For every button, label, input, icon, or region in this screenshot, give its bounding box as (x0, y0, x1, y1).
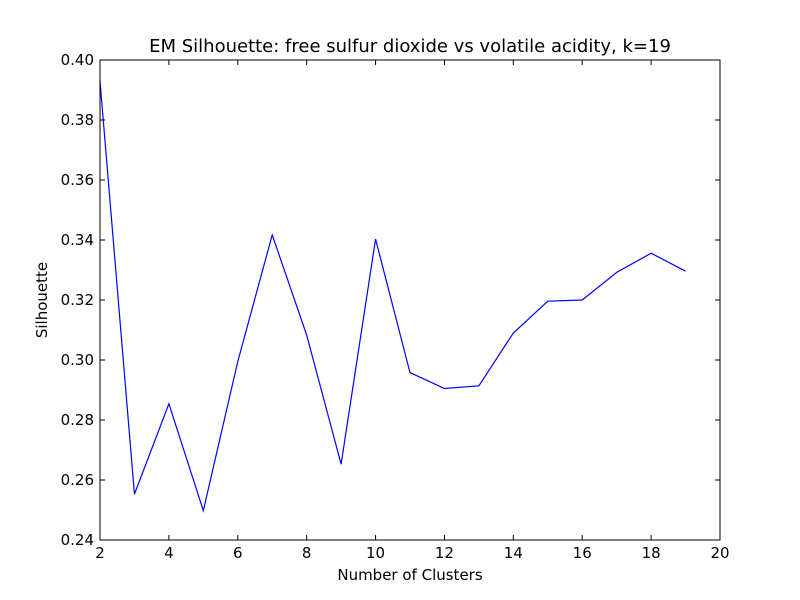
x-tick-label: 12 (435, 544, 454, 562)
y-tick-label: 0.24 (61, 531, 94, 549)
y-axis-label: Silhouette (33, 262, 51, 338)
plot-area (99, 80, 686, 513)
y-axis: 0.24 0.26 0.28 0.30 0.32 0.34 0.36 0.38 0.40 (61, 51, 720, 549)
x-tick-label: 20 (710, 544, 729, 562)
x-tick-label: 16 (573, 544, 592, 562)
y-tick-label: 0.30 (61, 351, 94, 369)
y-tick-label: 0.38 (61, 111, 94, 129)
x-axis-label: Number of Clusters (337, 566, 482, 584)
series-line (99, 80, 686, 513)
x-tick-label: 2 (95, 544, 105, 562)
y-tick-label: 0.40 (61, 51, 94, 69)
x-axis: 2 4 6 8 10 12 14 16 18 20 (95, 60, 730, 562)
y-tick-label: 0.34 (61, 231, 94, 249)
y-tick-label: 0.32 (61, 291, 94, 309)
x-tick-label: 10 (366, 544, 385, 562)
y-tick-label: 0.36 (61, 171, 94, 189)
y-tick-label: 0.28 (61, 411, 94, 429)
y-tick-label: 0.26 (61, 471, 94, 489)
x-tick-label: 4 (164, 544, 174, 562)
x-tick-label: 14 (504, 544, 523, 562)
x-tick-label: 6 (233, 544, 243, 562)
axes-frame (99, 59, 721, 541)
x-tick-label: 18 (642, 544, 661, 562)
x-tick-label: 8 (302, 544, 312, 562)
chart-title: EM Silhouette: free sulfur dioxide vs vo… (149, 36, 671, 57)
